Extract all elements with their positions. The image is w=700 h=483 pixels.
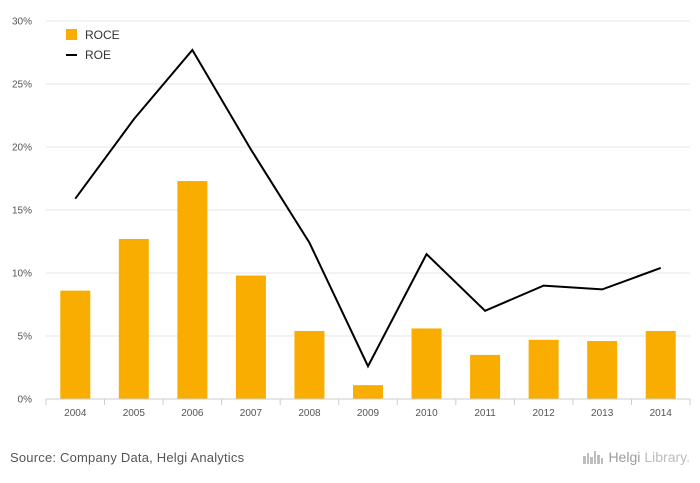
x-tick-label: 2013 [591, 408, 614, 419]
brand-name-part2: Library. [644, 449, 690, 465]
x-tick-label: 2006 [181, 408, 204, 419]
roce-bar [411, 328, 442, 399]
x-tick-label: 2010 [415, 408, 438, 419]
x-tick-label: 2007 [240, 408, 263, 419]
y-tick-label: 10% [12, 269, 32, 280]
y-tick-label: 30% [12, 17, 32, 28]
axes: 0% 5% 10% 15% 20% 25% 30% 2004 2005 2006 2007 2008 2… [12, 17, 691, 419]
roce-roe-chart: 0% 5% 10% 15% 20% 25% 30% 2004 2005 2006 2007 2008 2… [12, 17, 691, 419]
roce-bar [587, 341, 618, 399]
y-tick-label: 5% [18, 332, 33, 343]
x-tick-label: 2012 [533, 408, 556, 419]
legend: ROCE ROE [66, 28, 120, 62]
legend-swatch-roce [66, 29, 77, 40]
y-tick-label: 25% [12, 80, 32, 91]
roce-bar [294, 330, 325, 399]
brand-logo[interactable]: Helgi Library. [582, 449, 690, 465]
bar-series-roce [60, 181, 676, 399]
legend-label-roe: ROE [85, 48, 111, 62]
x-tick-label: 2008 [298, 408, 321, 419]
source-note: Source: Company Data, Helgi Analytics [10, 450, 245, 465]
roce-bar [470, 354, 501, 399]
x-tick-label: 2009 [357, 408, 380, 419]
roce-bar [528, 339, 559, 399]
x-tick-label: 2005 [123, 408, 146, 419]
roce-bar [177, 181, 208, 399]
line-series-roe [74, 48, 662, 369]
x-tick-label: 2004 [64, 408, 87, 419]
y-tick-label: 0% [18, 395, 33, 406]
roe-line [74, 48, 662, 369]
brand-name-part1: Helgi [608, 449, 641, 465]
y-tick-label: 20% [12, 143, 32, 154]
roce-bar [353, 385, 383, 399]
roce-bar [645, 330, 676, 399]
gridlines [46, 20, 690, 337]
y-tick-label: 15% [12, 206, 32, 217]
roce-bar [60, 290, 91, 399]
x-tick-label: 2014 [650, 408, 673, 419]
city-skyline-icon [583, 451, 604, 464]
roce-bar [235, 275, 266, 399]
x-tick-label: 2011 [474, 408, 496, 419]
roce-bar [118, 238, 149, 399]
legend-label-roce: ROCE [85, 28, 120, 42]
